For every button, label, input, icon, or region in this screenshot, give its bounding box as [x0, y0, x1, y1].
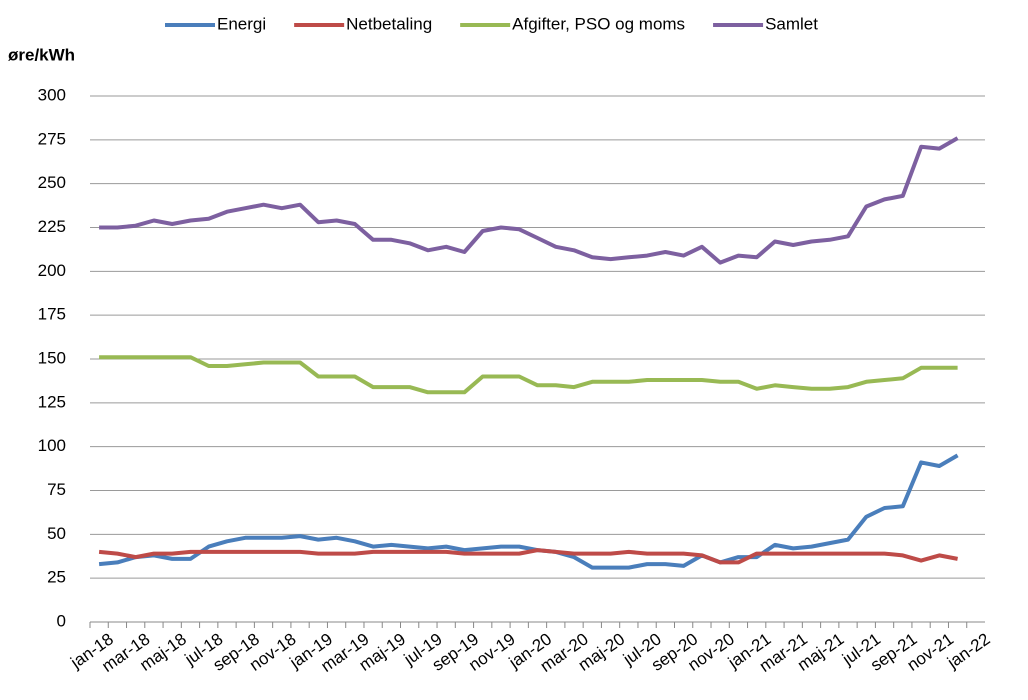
series-line [99, 136, 959, 265]
series-line [98, 453, 959, 570]
y-tick-label: 275 [38, 129, 66, 148]
y-tick-label: 100 [38, 436, 66, 455]
legend-label: Samlet [765, 14, 818, 33]
y-tick-label: 125 [38, 392, 66, 411]
y-tick-label: 250 [38, 173, 66, 192]
y-axis-label: øre/kWh [8, 45, 75, 64]
y-tick-label: 50 [47, 524, 66, 543]
y-tick-label: 175 [38, 305, 66, 324]
series-line [98, 548, 958, 565]
y-tick-label: 150 [38, 348, 66, 367]
y-tick-label: 300 [38, 85, 66, 104]
y-tick-label: 200 [38, 261, 66, 280]
legend-label: Netbetaling [346, 14, 432, 33]
series-line [99, 355, 958, 395]
legend-label: Afgifter, PSO og moms [512, 14, 685, 33]
y-tick-label: 0 [57, 611, 66, 630]
y-tick-label: 225 [38, 217, 66, 236]
y-tick-label: 75 [47, 480, 66, 499]
y-tick-label: 25 [47, 568, 66, 587]
legend-label: Energi [217, 14, 266, 33]
